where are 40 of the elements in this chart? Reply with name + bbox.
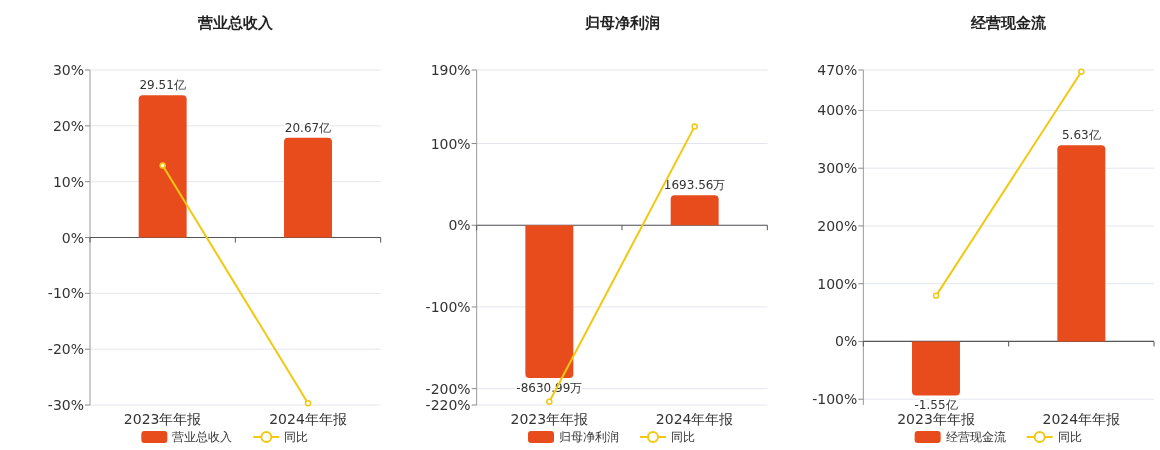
y-tick-label: 190% [430,62,471,78]
y-tick-label: 10% [52,173,84,190]
data-label: 5.63亿 [1061,128,1101,143]
x-tick-label: 2023年年报 [123,411,202,427]
legend-label: 同比 [1057,430,1082,444]
data-label: 1693.56万 [663,178,726,193]
x-tick-label: 2024年年报 [1042,411,1121,427]
chart-title: 经营现金流 [970,14,1048,32]
y-tick-label: -100% [425,298,471,315]
y-tick-label: 200% [817,217,858,234]
data-label: 20.67亿 [284,120,332,135]
legend-label: 同比 [671,430,695,444]
y-tick-label: 0% [61,229,84,246]
data-label: 29.51亿 [139,78,186,93]
legend-label: 同比 [284,430,309,444]
x-tick-label: 2023年年报 [897,411,975,427]
y-tick-label: 300% [817,160,858,177]
data-label: -1.55亿 [914,398,958,413]
y-tick-label: 20% [52,117,84,134]
x-tick-label: 2024年年报 [269,411,347,427]
y-tick-label: -200% [425,380,471,397]
y-tick-label: -30% [47,397,84,413]
chart-title: 营业总收入 [196,14,274,32]
y-tick-label: 470% [817,62,858,78]
y-tick-label: 100% [817,275,858,292]
x-tick-label: 2023年年报 [510,411,589,427]
legend-label: 营业总收入 [172,430,233,444]
y-tick-label: -10% [47,285,84,302]
legend-label: 经营现金流 [945,430,1006,444]
chart-title: 归母净利润 [583,14,660,32]
y-tick-label: 100% [430,135,471,152]
y-tick-label: -20% [47,341,84,358]
y-tick-label: -220% [425,397,471,413]
y-tick-label: -100% [812,391,858,408]
y-tick-label: 0% [448,217,471,234]
x-tick-label: 2024年年报 [655,411,734,427]
y-tick-label: 0% [835,333,858,350]
y-tick-label: 400% [817,102,858,119]
y-tick-label: 30% [52,62,84,78]
legend-label: 归母净利润 [559,430,619,444]
